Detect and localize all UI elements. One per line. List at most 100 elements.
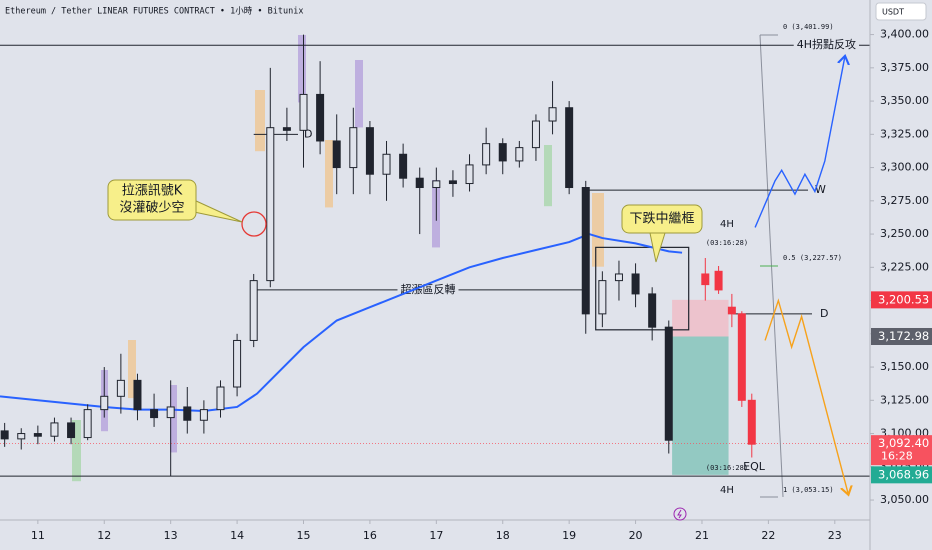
candle-body [448, 180, 457, 185]
candle [17, 428, 26, 450]
fib-label: 0.5 (3,227.57) [783, 254, 842, 262]
candle [664, 320, 673, 454]
signal-circle [241, 211, 267, 237]
countdown: 16:28 [881, 450, 913, 463]
x-tick-label: 21 [695, 529, 709, 542]
candle-body [365, 127, 374, 175]
x-tick-label: 22 [761, 529, 775, 542]
candle-body [664, 326, 673, 441]
candle [737, 311, 746, 407]
candle-body [0, 430, 9, 440]
candle [216, 380, 225, 418]
callout-box [107, 179, 197, 221]
x-tick-label: 14 [230, 529, 244, 542]
candle [747, 393, 756, 458]
candle [183, 387, 192, 434]
candle-body [565, 107, 574, 189]
candle-body [199, 409, 208, 421]
candle [133, 373, 142, 421]
y-tick-label: 3,375.00 [880, 61, 929, 74]
level-label: D [820, 307, 828, 320]
projection-path [764, 298, 848, 494]
fib-label: 1 (3,053.15) [783, 486, 834, 494]
candle [299, 34, 308, 168]
y-tick-label: 3,050.00 [880, 493, 929, 506]
y-tick-label: 3,400.00 [880, 28, 929, 41]
y-tick-label: 3,275.00 [880, 194, 929, 207]
candle [166, 380, 175, 477]
candle [648, 287, 657, 341]
candle [399, 143, 408, 188]
candle [515, 140, 524, 168]
candle-body [531, 120, 540, 149]
y-tick-label: 3,150.00 [880, 360, 929, 373]
level-label: EQL [743, 460, 766, 473]
candle-body [83, 409, 92, 439]
event-icon[interactable] [673, 507, 687, 521]
callout-box [621, 204, 703, 234]
candle-body [166, 406, 175, 419]
candle-body [498, 143, 507, 162]
level-label: 4H拐點反攻 [797, 37, 856, 51]
candle [249, 273, 258, 348]
candle [482, 127, 491, 175]
highlight-band [592, 193, 604, 267]
candle-body [216, 386, 225, 411]
candle [727, 293, 736, 328]
currency-box[interactable] [875, 2, 927, 21]
candle-body [747, 399, 756, 445]
price-label-bg [871, 291, 932, 309]
chart-title: Ethereum / Tether LINEAR FUTURES CONTRAC… [5, 6, 303, 17]
label-bg [793, 36, 859, 53]
candle [382, 140, 391, 201]
candle-body [17, 433, 26, 440]
callout-tail [649, 232, 666, 263]
loss-zone [672, 299, 729, 337]
candle-body [183, 406, 192, 421]
y-tick-label: 3,300.00 [880, 161, 929, 174]
candle [116, 353, 125, 414]
candle-body [714, 270, 723, 291]
x-tick-label: 12 [97, 529, 111, 542]
y-tick-label: 3,250.00 [880, 227, 929, 240]
candle-body [233, 339, 242, 388]
candle [50, 417, 59, 442]
candle-body [631, 273, 640, 295]
candle [199, 400, 208, 434]
candle-body [432, 180, 441, 189]
candle-body [614, 273, 623, 282]
label-bg [397, 280, 459, 297]
x-tick-label: 11 [31, 529, 45, 542]
candle [67, 417, 76, 445]
level-label: D [304, 127, 312, 140]
candle-body [382, 153, 391, 175]
candle [581, 180, 590, 334]
price-label-bg [871, 466, 932, 484]
price-label-bg [871, 435, 932, 466]
candle-body [100, 395, 109, 411]
candle [150, 393, 159, 427]
x-tick-label: 20 [629, 529, 643, 542]
y-tick-label: 3,350.00 [880, 94, 929, 107]
y-tick-label: 3,125.00 [880, 393, 929, 406]
highlight-band [325, 140, 333, 208]
candle-body [249, 280, 258, 341]
price-label-bg [871, 327, 932, 345]
projection-path [754, 57, 845, 228]
candle-body [598, 280, 607, 315]
candle-body [415, 177, 424, 189]
highlight-band [170, 385, 177, 453]
x-tick-label: 23 [828, 529, 842, 542]
candle-body [282, 127, 291, 131]
price-label: 3,068.96 [878, 467, 929, 481]
x-tick-label: 16 [363, 529, 377, 542]
highlight-band [544, 145, 552, 207]
x-tick-label: 13 [164, 529, 178, 542]
candle-body [515, 147, 524, 162]
candle-body [33, 433, 42, 437]
candle-body [316, 93, 325, 142]
candle [415, 167, 424, 235]
callout-tail [193, 199, 243, 223]
candle-body [581, 187, 590, 315]
